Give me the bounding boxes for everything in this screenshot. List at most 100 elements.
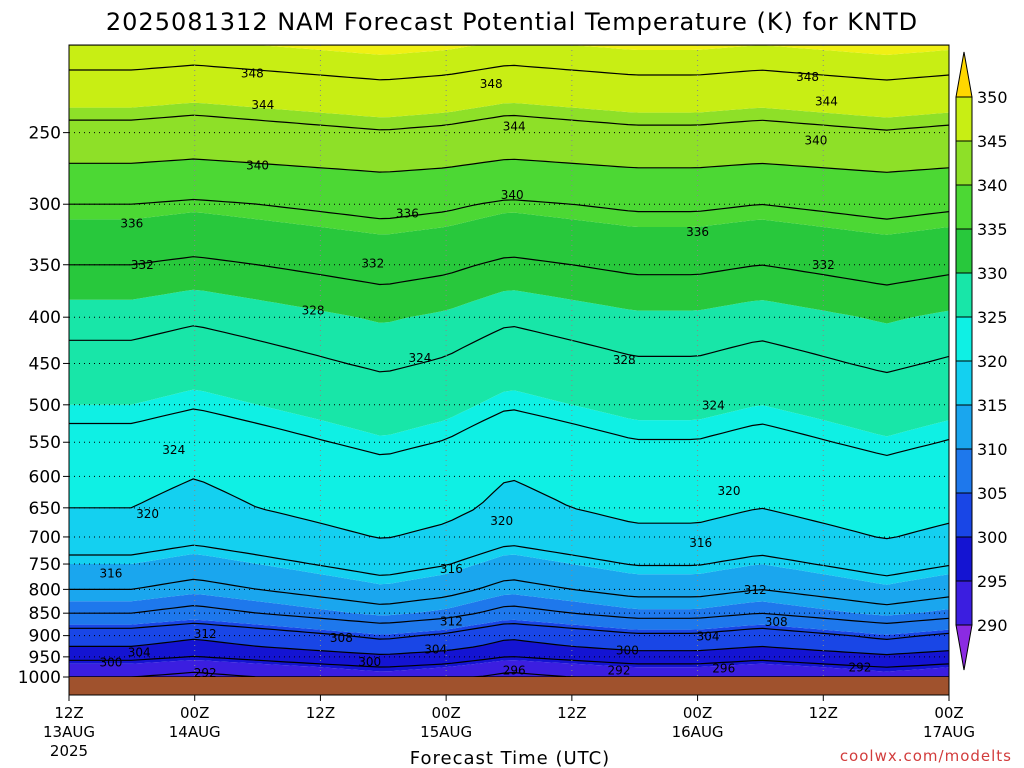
x-tick-label: 00Z	[934, 704, 963, 722]
colorbar: 290 295 300 305 310 315 320 325 330 335 340 345 350	[955, 51, 1008, 671]
colorbar-label: 340	[977, 176, 1008, 195]
colorbar-label: 310	[977, 440, 1008, 459]
colorbar-label: 315	[977, 396, 1008, 415]
x-tick-label: 17AUG	[923, 723, 975, 741]
y-tick-label: 250	[29, 124, 61, 144]
colorbar-label: 290	[977, 616, 1008, 635]
contour-label: 316	[689, 536, 712, 550]
x-tick-label: 00Z	[180, 704, 209, 722]
contour-label: 312	[744, 583, 767, 597]
contour-labels: 348 348 348 344 344 344 340 340 340 336 336 336 332 3…	[99, 66, 871, 680]
x-tick-label: 12Z	[54, 704, 83, 722]
colorbar-min-arrow	[955, 624, 973, 671]
colorbar-swatch	[955, 140, 973, 186]
y-tick-label: 950	[29, 648, 61, 668]
colorbar-label: 345	[977, 132, 1008, 151]
x-tick-label: 2025	[50, 742, 88, 760]
y-tick-label: 850	[29, 604, 61, 624]
contour-label: 336	[120, 216, 143, 230]
y-tick-label: 400	[29, 308, 61, 328]
colorbar-label: 295	[977, 572, 1008, 591]
contour-label: 332	[812, 258, 835, 272]
y-tick-label: 650	[29, 499, 61, 519]
contour-label: 320	[136, 507, 159, 521]
colorbar-swatch	[955, 492, 973, 538]
x-tick-label: 13AUG	[43, 723, 95, 741]
contour-label: 316	[440, 562, 463, 576]
y-tick-label: 450	[29, 354, 61, 374]
theta-band-335	[69, 159, 949, 235]
y-tick-label: 300	[29, 195, 61, 215]
x-tick-label: 00Z	[431, 704, 460, 722]
contour-label: 340	[501, 188, 524, 202]
y-tick-label: 750	[29, 555, 61, 575]
y-tick-label: 700	[29, 528, 61, 548]
contour-label: 312	[194, 627, 217, 641]
contour-line-308	[69, 604, 949, 625]
colorbar-swatch	[955, 360, 973, 406]
y-tick-label: 800	[29, 580, 61, 600]
contour-label: 292	[608, 664, 631, 678]
y-tick-label: 550	[29, 433, 61, 453]
colorbar-swatch	[955, 536, 973, 582]
colorbar-label: 305	[977, 484, 1008, 503]
contour-label: 292	[848, 660, 871, 674]
colorbar-swatch	[955, 272, 973, 318]
colorbar-swatch	[955, 228, 973, 274]
y-tick-label: 1000	[18, 668, 61, 688]
contour-line-328	[69, 325, 949, 374]
theta-contour-lines	[69, 45, 949, 677]
contour-label: 344	[251, 98, 274, 112]
contour-line-344	[69, 114, 949, 131]
contour-label: 300	[358, 655, 381, 669]
x-tick-label: 16AUG	[672, 723, 724, 741]
theta-band-350	[69, 45, 949, 55]
contour-line-320	[69, 478, 949, 540]
contour-label: 328	[613, 353, 636, 367]
colorbar-label: 330	[977, 264, 1008, 283]
contour-label: 348	[241, 66, 264, 80]
contour-line-348	[69, 64, 949, 81]
colorbar-label: 325	[977, 308, 1008, 327]
grid-lines	[69, 45, 949, 677]
contour-label: 316	[99, 566, 122, 580]
x-tick-label: 14AUG	[169, 723, 221, 741]
theta-band-290	[69, 660, 949, 677]
contour-label: 328	[302, 303, 325, 317]
y-axis-ticks: 250 300 350 400 450 500 550 600 650 700 750 800 850 9…	[18, 124, 69, 688]
theta-color-bands	[69, 45, 949, 677]
plot-area	[69, 45, 949, 677]
contour-label: 324	[702, 399, 725, 413]
contour-label: 336	[686, 225, 709, 239]
y-tick-label: 900	[29, 627, 61, 647]
x-tick-label: 12Z	[557, 704, 586, 722]
colorbar-swatch	[955, 316, 973, 362]
contour-label: 332	[131, 258, 154, 272]
contour-line-300	[69, 638, 949, 656]
contour-label: 292	[194, 666, 217, 680]
contour-line-304	[69, 622, 949, 641]
colorbar-label: 320	[977, 352, 1008, 371]
contour-label: 324	[162, 443, 185, 457]
contour-label: 348	[480, 77, 503, 91]
x-tick-label: 12Z	[306, 704, 335, 722]
contour-label: 304	[697, 629, 720, 643]
contour-line-316	[69, 544, 949, 577]
colorbar-max-arrow	[955, 51, 973, 98]
theta-band-340	[69, 102, 949, 173]
contour-label: 344	[815, 95, 838, 109]
x-tick-label: 15AUG	[420, 723, 472, 741]
colorbar-label: 350	[977, 88, 1008, 107]
y-tick-label: 350	[29, 256, 61, 276]
contour-label: 308	[765, 615, 788, 629]
colorbar-swatch	[955, 580, 973, 626]
x-tick-label: 12Z	[809, 704, 838, 722]
colorbar-swatch	[955, 184, 973, 230]
theta-band-320	[69, 389, 949, 539]
colorbar-label: 335	[977, 220, 1008, 239]
theta-band-305	[69, 594, 949, 635]
contour-line-336	[69, 198, 949, 220]
credit-link-text[interactable]: coolwx.com/modelts	[840, 747, 1012, 765]
